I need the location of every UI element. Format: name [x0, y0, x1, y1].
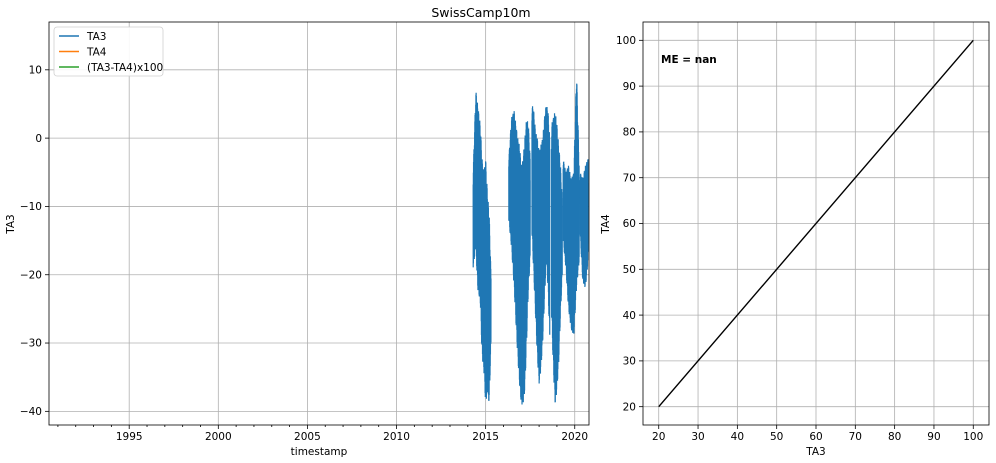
scatter-y-tick-label: 20	[623, 401, 636, 413]
one-to-one-line	[658, 39, 974, 408]
ta3-series-line	[472, 92, 492, 401]
scatter-y-axis-label: TA4	[600, 214, 612, 235]
scatter-y-tick-label: 30	[623, 356, 636, 368]
scatter-plot: 20 30 40 50 60 70 80 90 100 20 30 40 50 60 70 80 90 100 T…	[600, 21, 990, 458]
scatter-x-tick-label: 30	[691, 431, 704, 443]
ta3-series-line	[579, 159, 589, 287]
scatter-y-tick-label: 40	[623, 310, 636, 322]
timeseries-axes-frame	[48, 21, 590, 426]
scatter-x-tick-label: 100	[963, 431, 983, 443]
legend-entry-label: TA3	[86, 31, 106, 43]
ta3-series-line	[562, 83, 580, 334]
mean-error-annotation: ME = nan	[661, 54, 717, 66]
timeseries-y-tick-label: −30	[20, 338, 42, 350]
timeseries-y-tick-label: −40	[20, 406, 42, 418]
timeseries-y-axis-label: TA3	[5, 214, 17, 234]
timeseries-x-tick-label: 2010	[383, 431, 410, 443]
scatter-y-tick-label: 80	[623, 127, 636, 139]
scatter-y-tick-label: 50	[623, 264, 636, 276]
scatter-x-tick-label: 50	[770, 431, 783, 443]
scatter-y-tick-label: 100	[616, 35, 636, 47]
scatter-y-tick-label: 70	[623, 172, 636, 184]
timeseries-y-tick-label: 10	[29, 65, 42, 77]
timeseries-y-tick-label: 0	[35, 133, 42, 145]
scatter-x-tick-label: 80	[888, 431, 901, 443]
scatter-y-tick-label: 60	[623, 218, 636, 230]
legend: TA3 TA4 (TA3-TA4)x100	[53, 26, 164, 77]
timeseries-x-tick-label: 1995	[116, 431, 143, 443]
timeseries-x-axis-label: timestamp	[291, 446, 348, 458]
scatter-x-tick-label: 90	[927, 431, 940, 443]
timeseries-y-tick-label: −10	[20, 201, 42, 213]
timeseries-plot: 1995 2000 2005 2010 2015 2020−40−30−20−10010 …	[5, 21, 590, 458]
legend-box	[53, 26, 164, 77]
timeseries-x-tick-label: 2020	[561, 431, 588, 443]
legend-entry-label: (TA3-TA4)x100	[87, 62, 163, 74]
scatter-x-tick-label: 40	[731, 431, 744, 443]
ta3-series-line	[531, 106, 551, 384]
figure-title: SwissCamp10m	[431, 5, 530, 20]
timeseries-x-tick-label: 2000	[205, 431, 232, 443]
legend-entry-label: TA4	[86, 46, 107, 58]
scatter-x-tick-label: 20	[652, 431, 665, 443]
ta3-series-line	[550, 113, 563, 403]
timeseries-y-tick-label: −20	[20, 269, 42, 281]
scatter-y-tick-label: 90	[623, 81, 636, 93]
timeseries-x-tick-label: 2015	[472, 431, 499, 443]
scatter-x-tick-label: 70	[849, 431, 862, 443]
timeseries-x-tick-label: 2005	[294, 431, 321, 443]
scatter-x-axis-label: TA3	[805, 446, 825, 458]
ta3-series-line	[508, 111, 531, 405]
scatter-x-tick-label: 60	[809, 431, 822, 443]
